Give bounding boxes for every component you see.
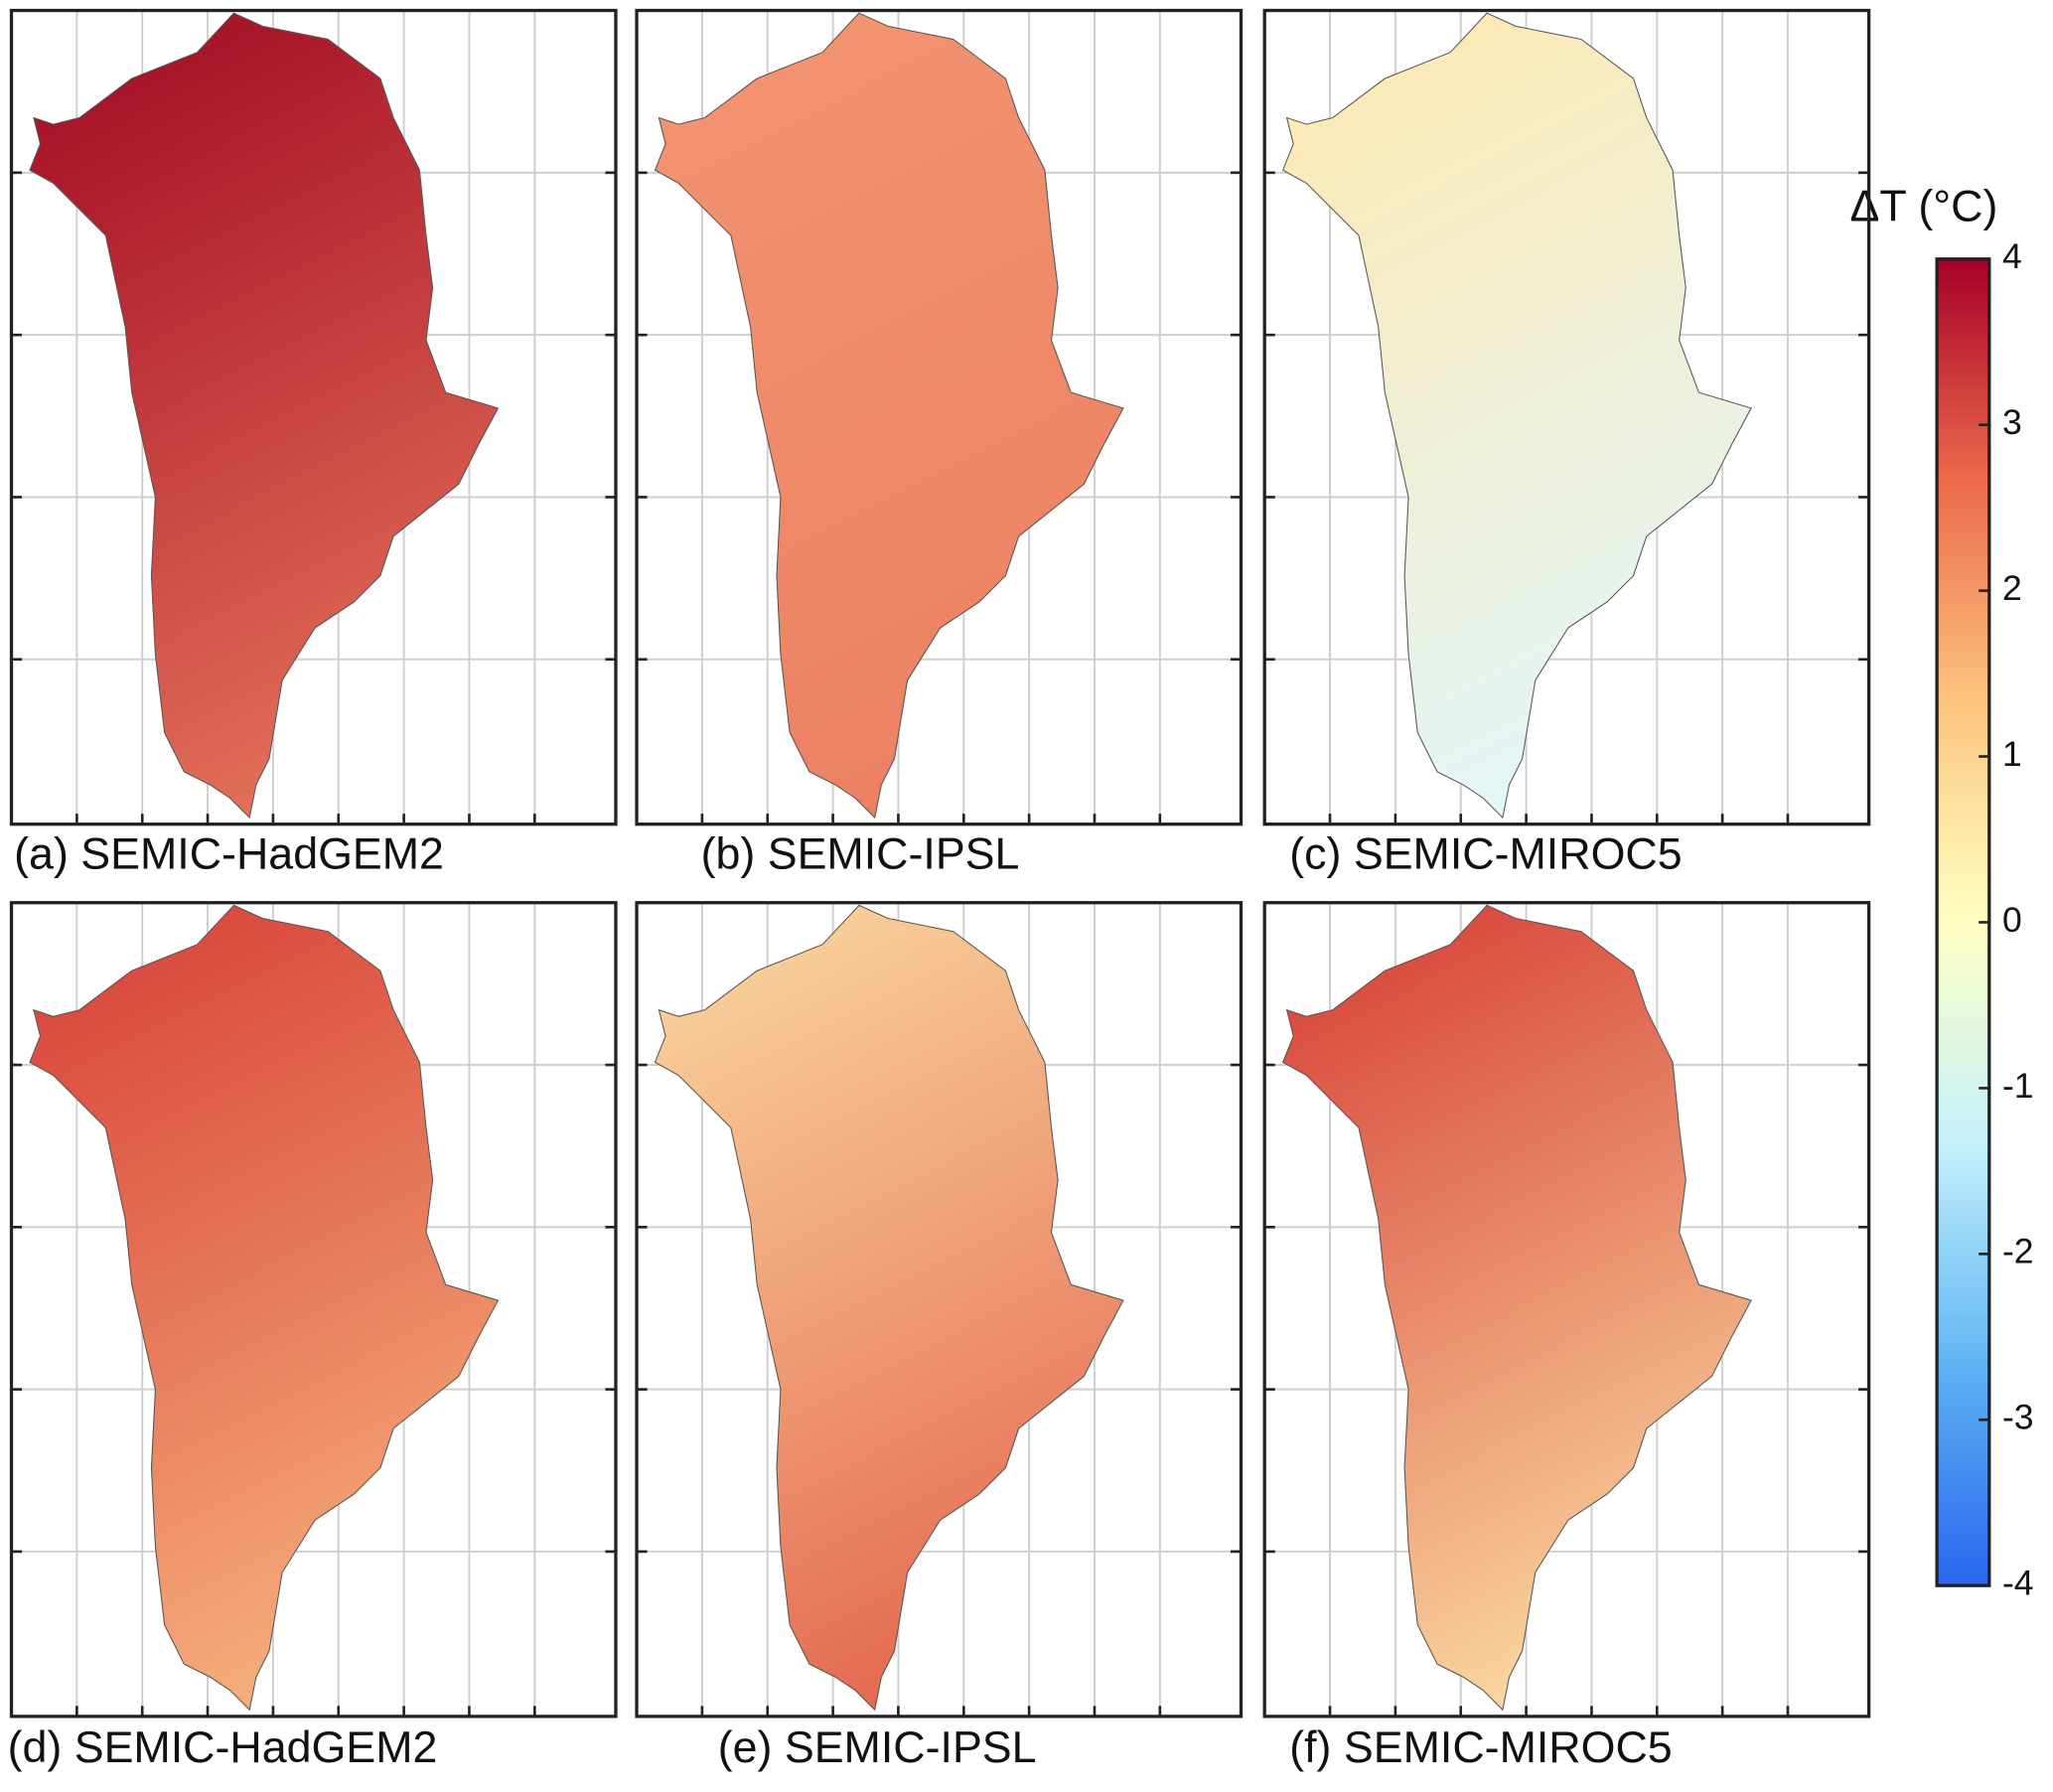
- ice-sheet-map: [29, 12, 500, 820]
- colorbar-tick-label: -2: [2002, 1232, 2034, 1271]
- colorbar-tick-label: -4: [2002, 1564, 2034, 1603]
- colorbar-label: ΔT (°C): [1849, 182, 1997, 231]
- colorbar-tick-label: 3: [2002, 402, 2022, 442]
- colorbar-tick-label: 2: [2002, 568, 2022, 608]
- colorbar-tick-label: 1: [2002, 734, 2022, 774]
- colorbar-tick-label: -1: [2002, 1066, 2034, 1106]
- colorbar-tick-label: 4: [2002, 236, 2022, 276]
- panel-frame: [1262, 8, 1871, 826]
- panel-frame: [9, 8, 618, 826]
- colorbar-tick-label: -3: [2002, 1398, 2034, 1437]
- panel-frame: [635, 8, 1244, 826]
- ice-sheet-map: [654, 12, 1124, 820]
- panel-frame: [9, 901, 618, 1718]
- ice-sheet-map: [1281, 904, 1752, 1712]
- panel-title: (a) SEMIC-HadGEM2: [14, 828, 444, 878]
- panel-frame: [635, 901, 1244, 1718]
- ice-sheet-map: [29, 904, 500, 1712]
- ice-sheet-map: [1281, 12, 1752, 820]
- panel-title: (f) SEMIC-MIROC5: [1289, 1722, 1672, 1772]
- colorbar-tick-label: 0: [2002, 900, 2022, 940]
- ice-sheet-map: [654, 904, 1124, 1712]
- panel-title: (b) SEMIC-IPSL: [701, 828, 1020, 878]
- panel-title: (c) SEMIC-MIROC5: [1289, 828, 1682, 878]
- panel-frame: [1262, 901, 1871, 1718]
- panel-title: (e) SEMIC-IPSL: [718, 1722, 1037, 1772]
- panel-title: (d) SEMIC-HadGEM2: [8, 1722, 438, 1772]
